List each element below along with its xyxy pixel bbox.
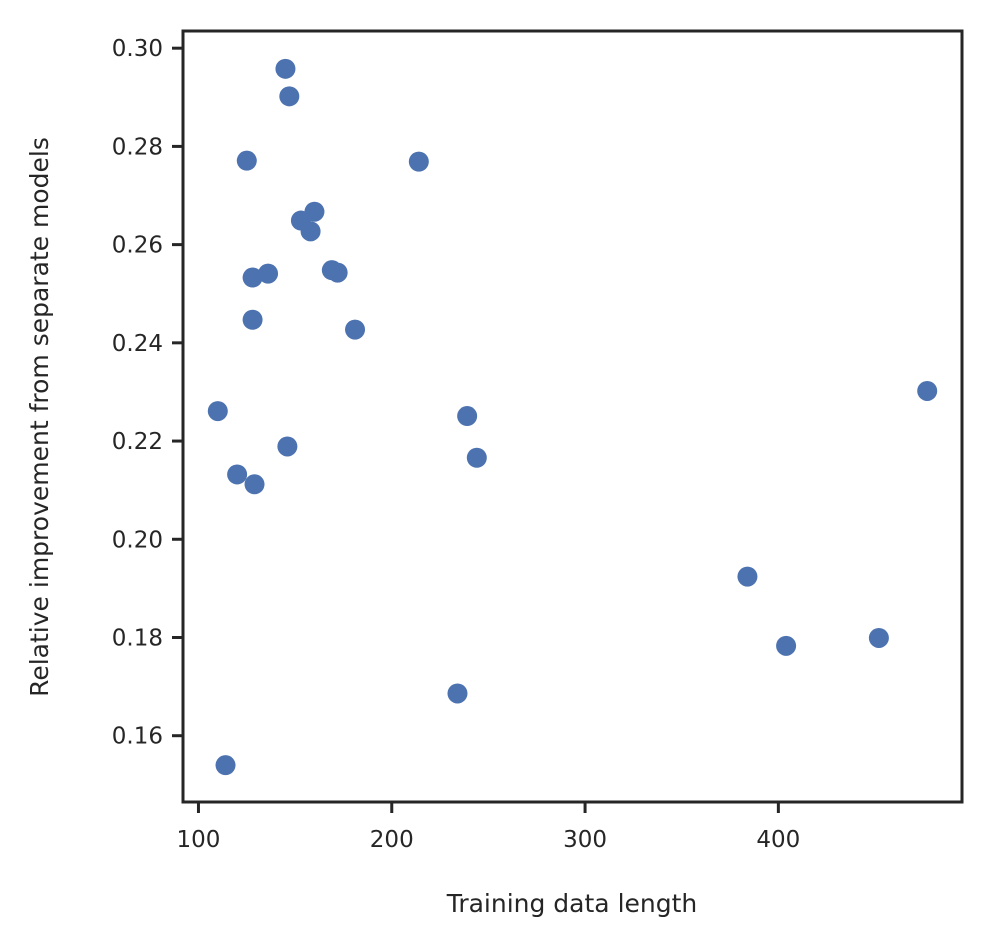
scatter-point [242,309,263,330]
scatter-point [258,263,279,284]
x-tick-label: 100 [177,827,221,853]
scatter-point [227,464,248,485]
scatter-point [327,262,348,283]
scatter-point [215,755,236,776]
scatter-point [300,221,321,242]
x-axis-label: Training data length [446,889,698,918]
scatter-point [236,150,257,171]
scatter-point [408,151,429,172]
scatter-point [275,58,296,79]
x-tick-label: 200 [370,827,414,853]
y-tick-label: 0.26 [112,233,163,259]
scatter-point [917,380,938,401]
y-axis-label: Relative improvement from separate model… [25,137,54,697]
x-tick-label: 400 [756,827,800,853]
y-tick-label: 0.20 [112,527,163,553]
plot-area-frame [181,29,964,804]
scatter-point [457,406,478,427]
scatter-point [244,474,265,495]
scatter-point [466,447,487,468]
x-tick-label: 300 [563,827,607,853]
y-tick-label: 0.24 [112,331,163,357]
scatter-point [737,566,758,587]
y-tick-label: 0.30 [112,36,163,62]
y-tick-label: 0.28 [112,134,163,160]
scatter-point [345,319,366,340]
scatter-point [776,635,797,656]
y-tick-label: 0.16 [112,724,163,750]
scatter-point [279,86,300,107]
y-tick-label: 0.18 [112,625,163,651]
scatter-point [207,401,228,422]
scatter-point [277,436,298,457]
scatter-point [242,267,263,288]
y-tick-label: 0.22 [112,429,163,455]
scatter-point [868,627,889,648]
scatter-point [447,683,468,704]
